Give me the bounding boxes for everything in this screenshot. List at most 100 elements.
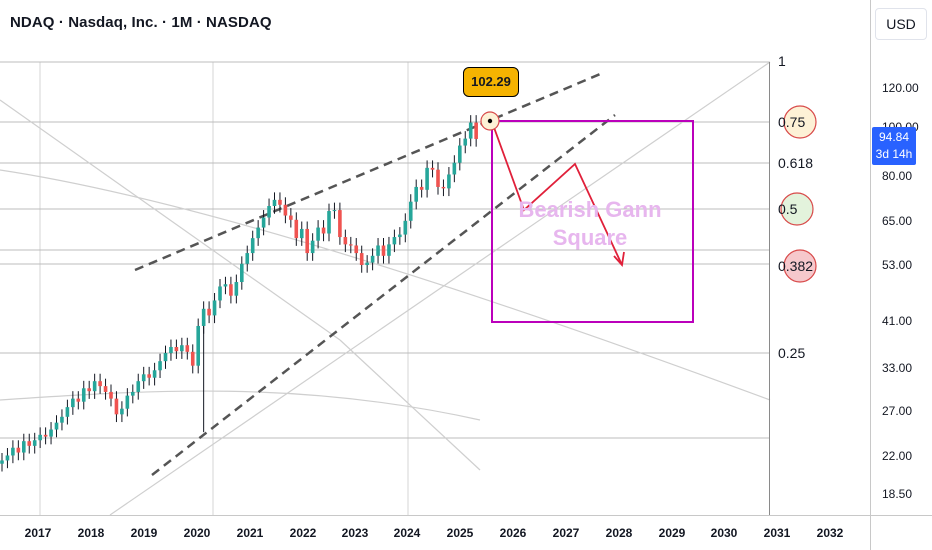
candle [158,361,162,371]
candle [272,199,277,206]
fib-retracement-lines[interactable] [0,61,770,439]
fib-label-075: 0.75 [778,114,806,130]
candle [141,374,146,382]
candlestick-series [0,115,478,472]
peak-point [487,118,493,124]
gann-square-box[interactable] [491,120,694,323]
candle [114,398,119,415]
candle [414,186,418,202]
candle [169,346,173,354]
fib-05-circle [780,192,814,226]
candle [131,391,135,396]
candle [92,381,97,392]
candle [152,370,157,378]
candle [354,245,359,254]
candle [120,408,124,415]
peak-price-label[interactable]: 102.29 [463,67,519,97]
time-tick: 2021 [236,526,264,540]
candle [218,286,222,301]
gann-text-line2: Square [552,225,628,250]
candle [474,122,478,139]
gann-square-text: Bearish Gann Square [500,196,680,252]
fib-edge-line [769,62,770,515]
time-axis-separator [0,515,932,516]
candle [125,395,130,409]
fib-label-0618: 0.618 [778,155,814,171]
time-tick: 2029 [658,526,686,540]
fib-label-0382: 0.382 [778,258,814,274]
time-tick: 2019 [130,526,158,540]
time-tick: 2026 [499,526,527,540]
candle [103,386,108,392]
fib-label-05: 0.5 [778,201,798,217]
price-axis-separator [870,0,871,550]
candle [392,237,397,245]
candle [136,381,141,392]
candle [38,434,42,441]
candle [310,240,315,254]
time-tick: 2027 [552,526,580,540]
candle [250,238,255,254]
candle [256,227,260,239]
candle [65,407,70,417]
candle [447,174,451,189]
price-tick: 120.00 [882,81,919,95]
currency-button[interactable]: USD [875,8,927,40]
time-tick: 2028 [605,526,633,540]
bar-countdown: 3d 14h [875,147,913,161]
candle [365,262,369,266]
candle [71,398,75,408]
time-tick: 2024 [393,526,421,540]
price-tick: 18.50 [882,487,913,501]
price-tick: 33.00 [882,361,913,375]
candle [147,374,151,378]
candle [190,351,195,366]
candle [436,169,440,187]
candle [425,167,429,190]
candle [403,220,408,235]
candle [408,201,413,221]
candle [234,282,239,296]
fib-label-025: 0.25 [778,345,806,361]
candle [398,234,402,238]
candle [245,253,250,264]
time-tick: 2023 [341,526,369,540]
candle [240,263,244,283]
time-tick: 2032 [816,526,844,540]
time-tick: 2017 [24,526,52,540]
candle [0,460,4,464]
candle [305,228,309,254]
candle [283,204,288,216]
gann-fan-lines[interactable] [0,61,771,516]
candle [212,300,217,316]
candle [387,244,391,256]
vertical-gridlines [39,62,409,515]
price-tick: 27.00 [882,404,913,418]
candle [229,284,233,296]
candle [381,245,386,256]
candle [458,145,462,163]
candle [359,253,364,266]
price-tick: 53.00 [882,258,913,272]
price-tick: 65.00 [882,214,913,228]
candle [332,210,337,212]
candle [376,245,380,256]
candle [163,353,168,362]
candle [201,308,206,326]
time-tick: 2031 [763,526,791,540]
rising-channel[interactable] [134,70,616,476]
candle [109,391,113,399]
candle [76,398,81,402]
candle [349,244,353,246]
candle [430,167,435,170]
candle [223,284,228,287]
candle [343,237,348,245]
time-tick: 2020 [183,526,211,540]
candle [207,308,211,316]
candle [289,215,293,220]
projection-arrow[interactable] [491,121,625,268]
candle [5,455,10,461]
fib-label-1: 1 [778,53,786,69]
candle [316,227,320,241]
